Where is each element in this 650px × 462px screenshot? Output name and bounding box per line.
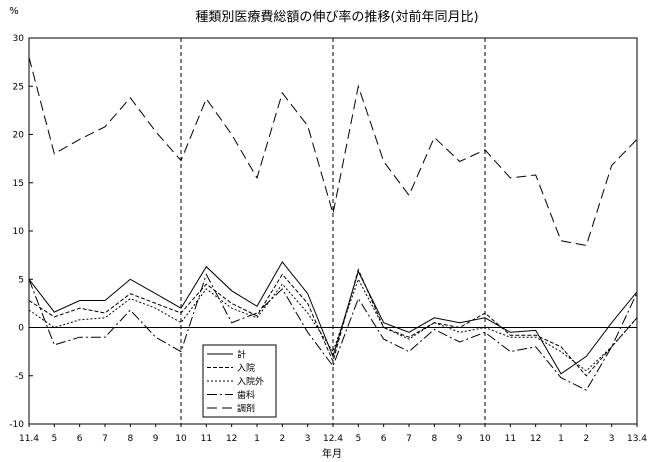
series-line-1	[28, 268, 638, 377]
x-tick-label: 11	[505, 434, 516, 444]
x-tick-label: 9	[153, 434, 159, 444]
x-tick-label: 7	[406, 434, 412, 444]
legend-label: 調剤	[237, 403, 255, 415]
x-tick-label: 12.4	[323, 434, 343, 444]
y-tick-label: 10	[13, 227, 25, 237]
series-line-0	[28, 261, 638, 375]
x-tick-label: 5	[355, 434, 361, 444]
y-tick-label: 0	[18, 324, 24, 334]
y-tick-label: 30	[13, 34, 25, 44]
y-tick-label: 5	[18, 275, 24, 285]
series-line-3	[28, 273, 638, 391]
x-tick-label: 9	[457, 434, 463, 444]
x-tick-label: 10	[479, 434, 491, 444]
y-tick-label: 20	[13, 131, 25, 141]
x-tick-label: 6	[77, 434, 83, 444]
x-tick-label: 3	[305, 434, 311, 444]
series-layer	[28, 57, 638, 391]
x-tick-label: 1	[558, 434, 564, 444]
x-axis-label: 年月	[322, 447, 342, 460]
x-tick-label: 8	[431, 434, 437, 444]
legend-label: 入院	[237, 362, 255, 374]
legend-label: 歯科	[237, 389, 255, 401]
y-tick-label: -10	[9, 420, 24, 430]
x-tick-label: 10	[175, 434, 187, 444]
x-tick-label: 5	[51, 434, 57, 444]
legend-label: 入院外	[237, 376, 264, 388]
x-tick-label: 3	[609, 434, 615, 444]
y-tick-label: -5	[15, 372, 24, 382]
x-tick-label: 7	[102, 434, 108, 444]
x-tick-label: 11.4	[19, 434, 39, 444]
y-tick-label: 15	[13, 179, 24, 189]
y-axis-label: %	[9, 6, 19, 17]
x-tick-label: 8	[127, 434, 133, 444]
x-tick-label: 6	[381, 434, 387, 444]
x-tick-label: 13.4	[627, 434, 647, 444]
x-tick-label: 11	[201, 434, 212, 444]
series-line-2	[28, 278, 638, 372]
x-tick-label: 2	[279, 434, 285, 444]
series-line-4	[28, 57, 638, 247]
chart-title: 種類別医療費総額の伸び率の推移(対前年同月比)	[195, 9, 478, 25]
legend-label: 計	[237, 349, 246, 361]
x-tick-label: 1	[254, 434, 260, 444]
x-tick-label: 2	[583, 434, 589, 444]
y-tick-label: 25	[13, 82, 24, 92]
x-tick-label: 12	[530, 434, 541, 444]
x-tick-label: 12	[226, 434, 237, 444]
